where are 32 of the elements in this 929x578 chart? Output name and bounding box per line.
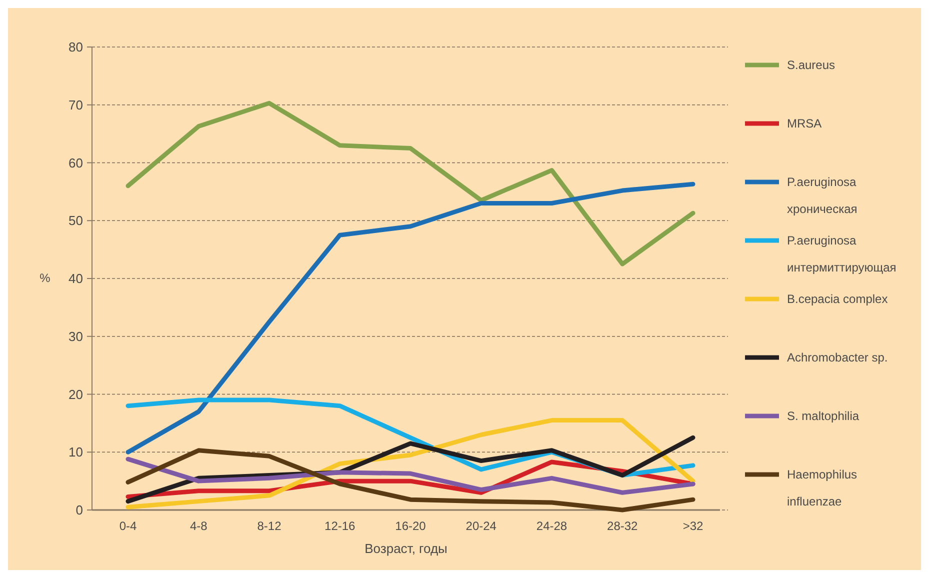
- legend-label: B.cepacia complex: [787, 292, 888, 306]
- x-tick-label: 12-16: [324, 519, 356, 533]
- y-tick-label: 30: [68, 328, 83, 344]
- legend-label: S.aureus: [787, 58, 836, 72]
- x-tick-label: 4-8: [190, 519, 208, 533]
- x-tick-label: 0-4: [119, 519, 137, 533]
- x-tick-label: 16-20: [395, 519, 426, 533]
- x-tick-label: 28-32: [607, 519, 638, 533]
- x-tick-label: 20-24: [466, 519, 497, 533]
- x-tick-label: >32: [682, 519, 704, 533]
- y-axis-title: %: [40, 271, 51, 285]
- x-tick-label: 24-28: [536, 519, 568, 533]
- y-tick-label: 10: [68, 444, 83, 460]
- legend-label: P.aeruginosa интермиттирующая: [787, 234, 896, 275]
- y-tick-label: 80: [68, 40, 83, 55]
- y-tick-label: 0: [76, 502, 83, 518]
- y-tick-label: 40: [68, 271, 83, 286]
- legend-label: P.aeruginosa хроническая: [787, 175, 858, 216]
- line-series: [126, 182, 696, 454]
- y-tick-label: 20: [68, 386, 83, 402]
- y-tick-label: 50: [68, 213, 83, 228]
- legend-label: Haemophilus influenzae: [787, 468, 858, 509]
- y-tick-label: 70: [68, 97, 83, 112]
- x-tick-label: 8-12: [257, 519, 282, 533]
- line-series: [126, 418, 696, 510]
- x-axis-title: Возраст, годы: [364, 541, 448, 556]
- legend-label: MRSA: [787, 116, 822, 131]
- legend-label: Achromobacter sp.: [787, 350, 888, 365]
- line-series: [126, 448, 696, 512]
- y-tick-label: 60: [68, 155, 83, 170]
- legend-label: S. maltophilia: [787, 409, 860, 424]
- line-series: [126, 100, 696, 266]
